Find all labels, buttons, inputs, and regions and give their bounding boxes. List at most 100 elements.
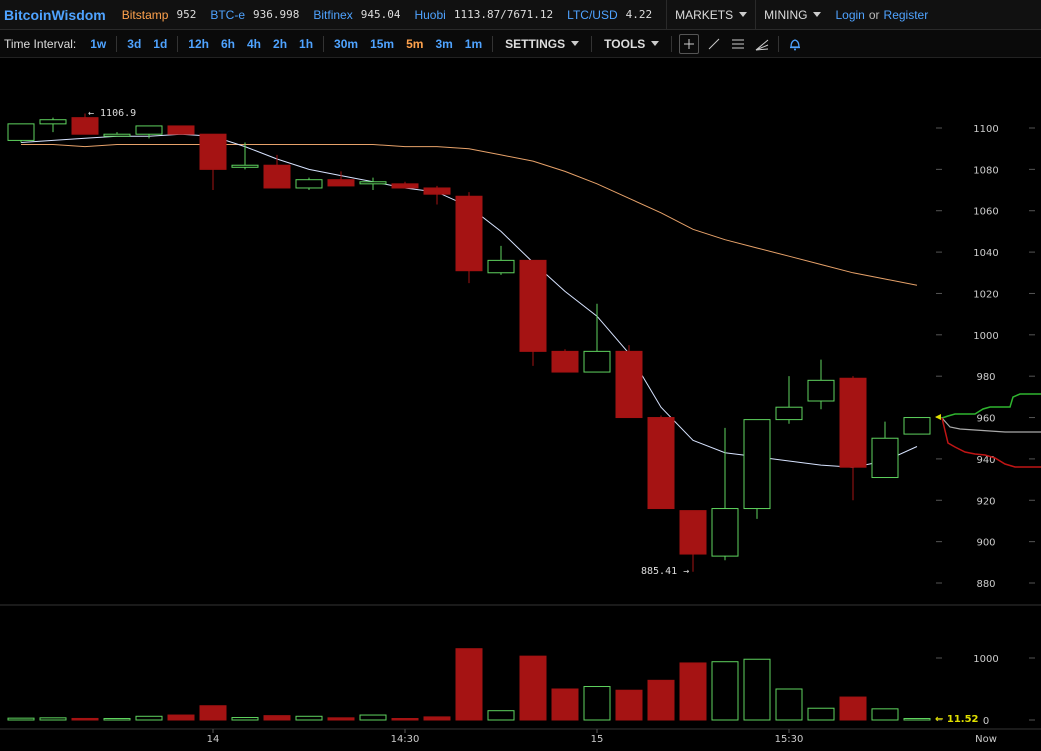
mining-menu-button[interactable]: MINING bbox=[755, 0, 829, 29]
tools-menu-button[interactable]: TOOLS bbox=[596, 37, 667, 51]
volume-bar-down bbox=[327, 717, 355, 721]
candle-body-up bbox=[359, 181, 387, 185]
candle-body-down bbox=[391, 183, 419, 189]
interval-1m[interactable]: 1m bbox=[464, 36, 483, 51]
or-text: or bbox=[868, 7, 880, 22]
candle-body-down bbox=[263, 164, 291, 189]
interval-30m[interactable]: 30m bbox=[334, 36, 359, 51]
price-tick-label: 880 bbox=[976, 579, 995, 590]
candle-body-down bbox=[423, 187, 451, 195]
ticker-btce-name[interactable]: BTC-e bbox=[210, 7, 245, 22]
price-axis: 1100 1080 1060 1040 1020 1000 980 960 940 920 900 8… bbox=[936, 124, 1035, 590]
ask-depth-line bbox=[941, 417, 1041, 468]
price-tick-label: 1100 bbox=[973, 124, 998, 135]
volume-bar-up bbox=[775, 688, 803, 721]
volume-bar-down bbox=[455, 648, 483, 721]
volume-bar-down bbox=[551, 688, 579, 721]
separator bbox=[671, 35, 673, 52]
interval-1w[interactable]: 1w bbox=[90, 36, 107, 51]
interval-2h[interactable]: 2h bbox=[273, 36, 288, 51]
interval-15m[interactable]: 15m bbox=[370, 36, 395, 51]
mid-depth-line bbox=[941, 417, 1041, 433]
price-tick-label: 980 bbox=[976, 372, 995, 383]
interval-5m[interactable]: 5m bbox=[406, 36, 424, 51]
price-tick-label: 1060 bbox=[973, 207, 998, 218]
markets-menu-label: MARKETS bbox=[675, 7, 734, 22]
candlestick-series bbox=[7, 113, 931, 572]
interval-12h[interactable]: 12h bbox=[188, 36, 209, 51]
ticker-huobi-name[interactable]: Huobi bbox=[414, 7, 446, 22]
price-tick-label: 1080 bbox=[973, 165, 998, 176]
volume-bar-up bbox=[39, 717, 67, 721]
separator bbox=[591, 35, 593, 52]
candle-body-down bbox=[167, 125, 195, 135]
ticker-bitstamp-value: 952 bbox=[176, 8, 197, 21]
candle-body-up bbox=[487, 259, 515, 274]
candle-body-up bbox=[295, 179, 323, 189]
volume-bar-up bbox=[903, 718, 931, 721]
candle-body-up bbox=[743, 419, 771, 510]
markets-menu-button[interactable]: MARKETS bbox=[666, 0, 755, 29]
candle-body-up bbox=[7, 123, 35, 141]
volume-bar-down bbox=[167, 714, 195, 721]
brand-logo[interactable]: BitcoinWisdom bbox=[4, 6, 106, 23]
candle-body-up bbox=[135, 125, 163, 135]
last-price-marker-icon bbox=[935, 414, 941, 420]
fan-icon[interactable] bbox=[753, 35, 771, 53]
ticker-ltcusd-value: 4.22 bbox=[625, 8, 653, 21]
interval-1d[interactable]: 1d bbox=[153, 36, 168, 51]
candle-body-down bbox=[839, 377, 867, 468]
time-tick-label: 14:30 bbox=[391, 734, 420, 745]
price-tick-label: 1040 bbox=[973, 248, 998, 259]
candle-body-up bbox=[39, 119, 67, 125]
candle-body-down bbox=[647, 417, 675, 510]
time-tick-label: 14 bbox=[207, 734, 220, 745]
ticker-bitfinex-name[interactable]: Bitfinex bbox=[313, 7, 353, 22]
volume-bar-down bbox=[615, 689, 643, 721]
volume-bar-up bbox=[807, 707, 835, 721]
interval-6h[interactable]: 6h bbox=[220, 36, 235, 51]
volume-bar-up bbox=[359, 714, 387, 721]
volume-last-marker: ← 11.52 bbox=[935, 714, 979, 725]
price-tick-label: 1000 bbox=[973, 331, 998, 342]
fib-lines-icon[interactable] bbox=[729, 35, 747, 53]
settings-menu-button[interactable]: SETTINGS bbox=[497, 37, 587, 51]
trendline-icon[interactable] bbox=[705, 35, 723, 53]
candle-body-up bbox=[711, 508, 739, 557]
register-link[interactable]: Register bbox=[883, 7, 929, 22]
volume-bar-down bbox=[839, 696, 867, 721]
bid-depth-line bbox=[941, 393, 1041, 419]
time-interval-label: Time Interval: bbox=[4, 36, 77, 51]
volume-tick-label: 1000 bbox=[973, 654, 998, 665]
chevron-down-icon bbox=[571, 41, 580, 46]
login-link[interactable]: Login bbox=[835, 7, 865, 22]
volume-bar-up bbox=[743, 658, 771, 721]
candle-body-up bbox=[103, 133, 131, 137]
volume-bar-up bbox=[871, 708, 899, 721]
volume-bar-up bbox=[103, 718, 131, 721]
volume-bar-up bbox=[231, 717, 259, 721]
candle-body-down bbox=[327, 179, 355, 187]
candle-body-up bbox=[807, 379, 835, 402]
interval-1h[interactable]: 1h bbox=[299, 36, 314, 51]
interval-3m[interactable]: 3m bbox=[435, 36, 453, 51]
chevron-down-icon bbox=[813, 12, 822, 17]
interval-4h[interactable]: 4h bbox=[247, 36, 262, 51]
candle-body-down bbox=[615, 350, 643, 419]
candle-body-down bbox=[199, 133, 227, 170]
volume-axis: 1000 0 bbox=[936, 654, 1035, 727]
volume-bar-up bbox=[7, 717, 35, 721]
time-tick-label: Now bbox=[975, 734, 997, 745]
candle-body-up bbox=[871, 437, 899, 479]
crosshair-icon[interactable] bbox=[679, 33, 700, 54]
volume-bar-down bbox=[391, 718, 419, 721]
ticker-ltcusd-name[interactable]: LTC/USD bbox=[567, 7, 618, 22]
candle-body-up bbox=[775, 406, 803, 421]
ticker-bitstamp-name[interactable]: Bitstamp bbox=[121, 7, 169, 22]
volume-bar-up bbox=[487, 710, 515, 721]
separator bbox=[492, 35, 494, 52]
interval-3d[interactable]: 3d bbox=[127, 36, 142, 51]
price-chart[interactable]: 1100 1080 1060 1040 1020 1000 980 960 940 920 900 8… bbox=[0, 58, 1041, 751]
bell-icon[interactable] bbox=[786, 35, 804, 53]
candle-body-down bbox=[71, 117, 99, 135]
